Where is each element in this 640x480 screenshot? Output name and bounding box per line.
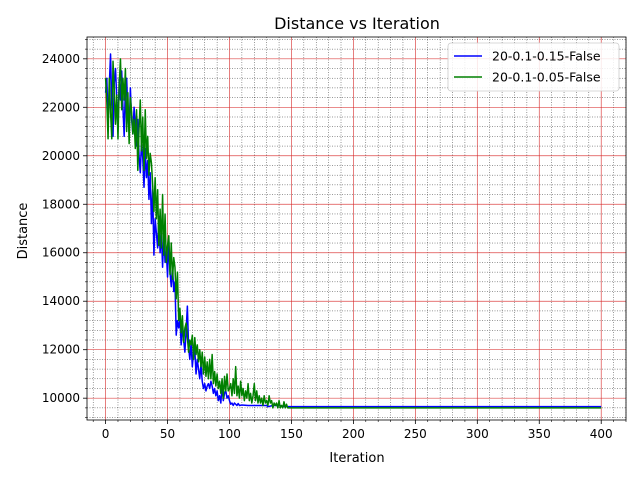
plot-background — [87, 37, 626, 420]
legend-label-2: 20-0.1-0.05-False — [492, 70, 601, 85]
legend-label-1: 20-0.1-0.15-False — [492, 49, 601, 64]
x-tick-label: 150 — [280, 427, 303, 441]
x-axis-ticks: 0 50 100 150 200 250 300 350 400 — [92, 420, 627, 441]
y-tick-label: 18000 — [42, 197, 80, 211]
series-layer — [104, 53, 602, 409]
x-tick-label: 200 — [342, 427, 365, 441]
axes-border — [86, 36, 627, 421]
x-tick-label: 0 — [102, 427, 110, 441]
x-tick-label: 300 — [466, 427, 489, 441]
y-tick-label: 20000 — [42, 149, 80, 163]
series-line-2 — [104, 58, 602, 409]
x-tick-label: 50 — [160, 427, 175, 441]
chart-title: Distance vs Iteration — [274, 14, 440, 33]
y-tick-label: 10000 — [42, 391, 80, 405]
y-tick-label: 22000 — [42, 100, 80, 114]
y-axis-label: Distance — [16, 203, 31, 260]
plot-area — [87, 37, 626, 420]
y-axis-ticks: 10000 12000 14000 16000 18000 20000 22000 24000 — [42, 39, 87, 418]
axes-frame — [86, 36, 627, 421]
legend-box — [447, 42, 620, 92]
x-tick-label: 250 — [404, 427, 427, 441]
x-axis-label: Iteration — [329, 451, 384, 466]
legend: 20-0.1-0.15-False 20-0.1-0.05-False — [447, 42, 620, 92]
x-tick-label: 350 — [528, 427, 551, 441]
y-tick-label: 16000 — [42, 246, 80, 260]
y-tick-label: 14000 — [42, 294, 80, 308]
x-tick-label: 400 — [590, 427, 613, 441]
x-tick-label: 100 — [218, 427, 241, 441]
y-tick-label: 24000 — [42, 52, 80, 66]
y-tick-label: 12000 — [42, 343, 80, 357]
